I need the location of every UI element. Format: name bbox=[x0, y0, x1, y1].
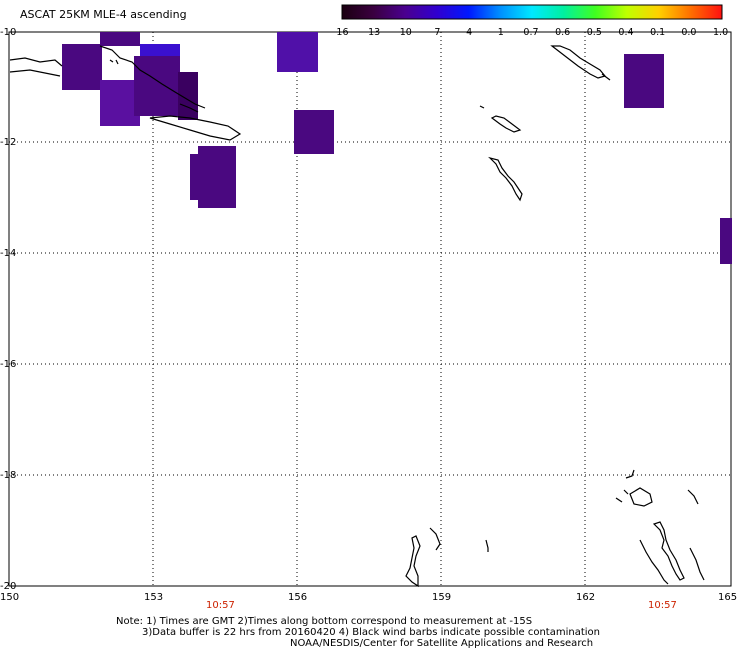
time-label: 10:57 bbox=[206, 600, 235, 611]
data-cell bbox=[100, 80, 140, 126]
lon-label: 153 bbox=[144, 592, 164, 603]
note-line: Note: 1) Times are GMT 2)Times along bot… bbox=[116, 616, 533, 627]
lon-label: 159 bbox=[432, 592, 452, 603]
colorbar-tick-label: -0.4 bbox=[615, 27, 634, 38]
colorbar-tick-label: -7 bbox=[431, 27, 441, 38]
map-title: ASCAT 25KM MLE-4 ascending bbox=[20, 8, 187, 21]
colorbar-tick-label: -13 bbox=[364, 27, 381, 38]
lon-label: 156 bbox=[288, 592, 308, 603]
colorbar-tick-label: -0.6 bbox=[551, 27, 571, 38]
time-label: 10:57 bbox=[648, 600, 677, 611]
data-cell bbox=[178, 72, 198, 120]
lat-label: -16 bbox=[0, 359, 17, 370]
colorbar-tick-label: 1.0 bbox=[713, 27, 729, 38]
data-cell bbox=[277, 32, 318, 72]
colorbar bbox=[342, 5, 722, 19]
data-cell bbox=[720, 218, 732, 264]
data-cell bbox=[624, 54, 664, 108]
lon-label: 150 bbox=[0, 592, 20, 603]
plot-frame bbox=[8, 31, 732, 587]
data-cell bbox=[134, 56, 180, 116]
note-line: 3)Data buffer is 22 hrs from 20160420 4)… bbox=[142, 627, 600, 638]
colorbar-tick-label: -4 bbox=[462, 27, 473, 38]
grid-lines bbox=[9, 32, 731, 586]
colorbar-frame bbox=[341, 4, 723, 20]
colorbar-tick-label: -1 bbox=[494, 27, 504, 38]
data-cell bbox=[294, 110, 334, 154]
data-cell bbox=[100, 32, 140, 46]
wind-data-cells bbox=[62, 32, 732, 264]
colorbar-tick-label: -0.5 bbox=[583, 27, 602, 38]
colorbar-tick-label: 0.0 bbox=[681, 27, 697, 38]
colorbar-gradient bbox=[342, 5, 722, 19]
lon-label: 162 bbox=[576, 592, 596, 603]
lat-label: -12 bbox=[0, 137, 17, 148]
lat-label: -14 bbox=[0, 248, 17, 259]
data-cell bbox=[62, 44, 102, 90]
colorbar-tick-label: -0.1 bbox=[646, 27, 666, 38]
lat-label: -20 bbox=[0, 581, 17, 592]
data-cell bbox=[198, 146, 236, 208]
coastlines bbox=[9, 45, 705, 588]
note-line: NOAA/NESDIS/Center for Satellite Applica… bbox=[290, 638, 594, 649]
lat-label: -10 bbox=[0, 27, 17, 38]
lon-label: 165 bbox=[718, 592, 738, 603]
colorbar-tick-label: -10 bbox=[396, 27, 412, 38]
colorbar-tick-label: -0.7 bbox=[520, 27, 539, 38]
lat-label: -18 bbox=[0, 470, 17, 481]
colorbar-tick-label: -16 bbox=[333, 27, 349, 38]
